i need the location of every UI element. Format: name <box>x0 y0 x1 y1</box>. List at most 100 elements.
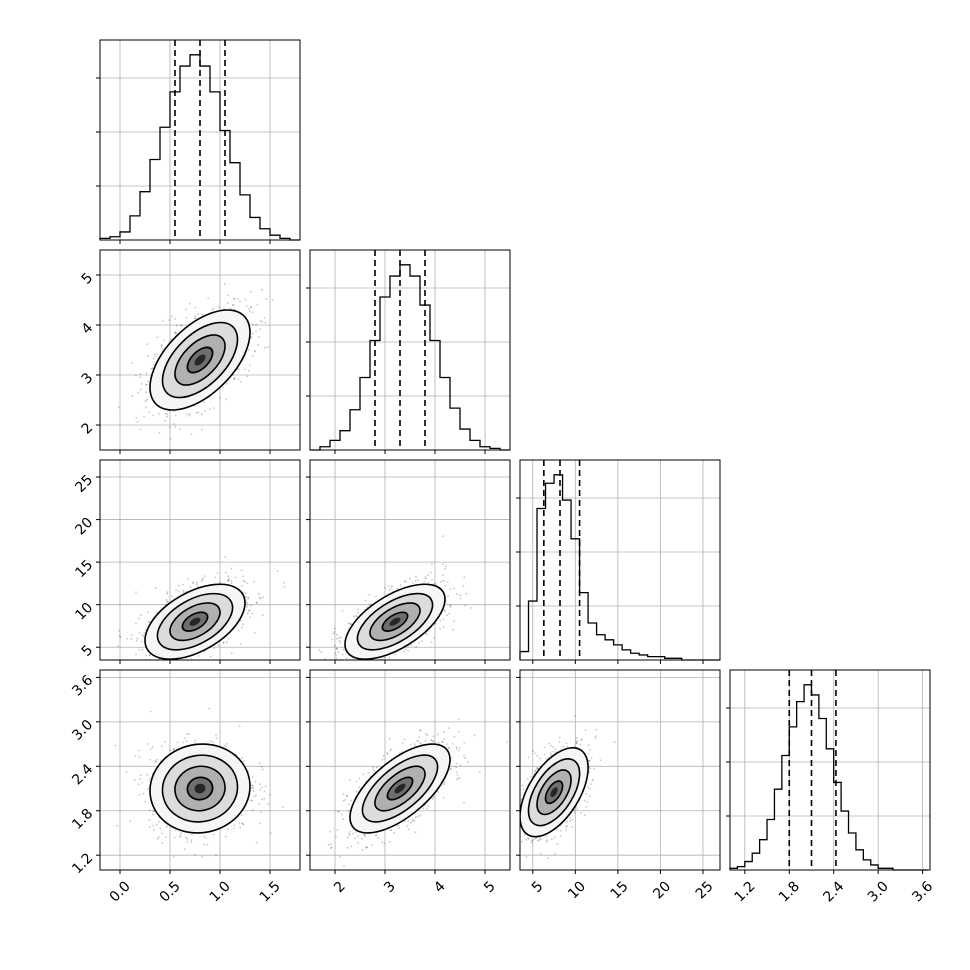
sample-point <box>255 794 257 797</box>
sample-point <box>264 785 267 788</box>
sample-point <box>390 748 393 751</box>
sample-point <box>269 832 272 835</box>
sample-point <box>154 355 157 358</box>
sample-point <box>255 601 258 604</box>
sample-point <box>247 596 250 599</box>
sample-point <box>215 737 218 739</box>
sample-point <box>153 666 155 668</box>
sample-point <box>352 615 355 618</box>
sample-point <box>185 308 187 311</box>
sample-point <box>458 718 460 720</box>
sample-point <box>373 770 376 773</box>
sample-point <box>242 823 244 825</box>
sample-point <box>174 667 176 669</box>
sample-point <box>163 740 166 743</box>
sample-point <box>391 585 393 587</box>
sample-point <box>418 736 421 739</box>
sample-point <box>205 837 208 839</box>
sample-point <box>326 661 328 663</box>
sample-point <box>184 836 187 839</box>
sample-point <box>265 298 268 300</box>
sample-point <box>240 619 242 622</box>
sample-point <box>217 644 220 647</box>
sample-point <box>390 664 392 666</box>
sample-point <box>204 410 207 412</box>
sample-point <box>246 605 248 608</box>
sample-point <box>135 416 138 419</box>
sample-point <box>251 612 254 615</box>
sample-point <box>196 411 198 414</box>
sample-point <box>226 743 228 745</box>
sample-point <box>449 605 452 608</box>
sample-point <box>453 620 455 623</box>
sample-point <box>114 744 117 747</box>
sample-point <box>341 609 344 612</box>
sample-point <box>331 638 334 641</box>
sample-point <box>192 582 195 585</box>
sample-point <box>173 836 176 839</box>
sample-point <box>327 843 330 846</box>
sample-point <box>174 414 177 417</box>
sample-point <box>153 353 156 356</box>
sample-point <box>362 663 364 665</box>
sample-point <box>252 323 254 326</box>
sample-point <box>396 588 399 590</box>
sample-point <box>389 829 392 831</box>
sample-point <box>320 651 323 653</box>
sample-point <box>342 648 345 651</box>
sample-point <box>449 604 452 607</box>
sample-point <box>247 349 250 351</box>
sample-point <box>138 794 141 796</box>
sample-point <box>250 306 252 308</box>
sample-point <box>327 662 329 664</box>
sample-point <box>189 586 192 588</box>
sample-point <box>258 596 261 599</box>
sample-point <box>152 813 154 816</box>
sample-point <box>194 306 197 309</box>
sample-point <box>251 784 253 787</box>
sample-point <box>177 590 180 592</box>
sample-point <box>192 581 195 583</box>
sample-point <box>178 836 181 838</box>
sample-point <box>263 797 266 800</box>
sample-point <box>182 591 185 594</box>
panel-frame <box>99 459 301 661</box>
sample-point <box>251 355 254 357</box>
sample-point <box>430 641 433 644</box>
sample-point <box>230 567 233 570</box>
sample-point <box>222 641 225 643</box>
sample-point <box>213 647 216 650</box>
sample-point <box>135 622 137 625</box>
sample-point <box>245 601 248 604</box>
sample-point <box>173 410 176 413</box>
sample-point <box>447 727 450 729</box>
sample-point <box>159 827 162 830</box>
sample-point <box>261 798 264 801</box>
sample-point <box>162 319 164 322</box>
panel-frame <box>729 669 931 871</box>
sample-point <box>148 778 151 780</box>
sample-point <box>375 595 377 598</box>
sample-point <box>237 298 240 300</box>
sample-point <box>364 599 367 602</box>
sample-point <box>229 307 232 310</box>
sample-point <box>201 314 204 316</box>
sample-point <box>251 809 254 811</box>
density-contour <box>381 611 409 632</box>
sample-point <box>383 656 385 659</box>
sample-point <box>260 765 263 768</box>
sample-point <box>258 803 261 805</box>
sample-point <box>139 373 142 376</box>
sample-point <box>156 758 158 761</box>
sample-point <box>462 584 465 587</box>
sample-point <box>166 415 168 418</box>
sample-point <box>160 345 163 348</box>
histogram-step-line <box>519 474 720 661</box>
sample-point <box>246 375 248 378</box>
density-contour <box>156 592 234 651</box>
density-contour <box>344 583 446 660</box>
sample-point <box>148 411 150 414</box>
sample-point <box>258 762 261 765</box>
sample-point <box>283 581 285 584</box>
panel-background <box>520 460 720 660</box>
